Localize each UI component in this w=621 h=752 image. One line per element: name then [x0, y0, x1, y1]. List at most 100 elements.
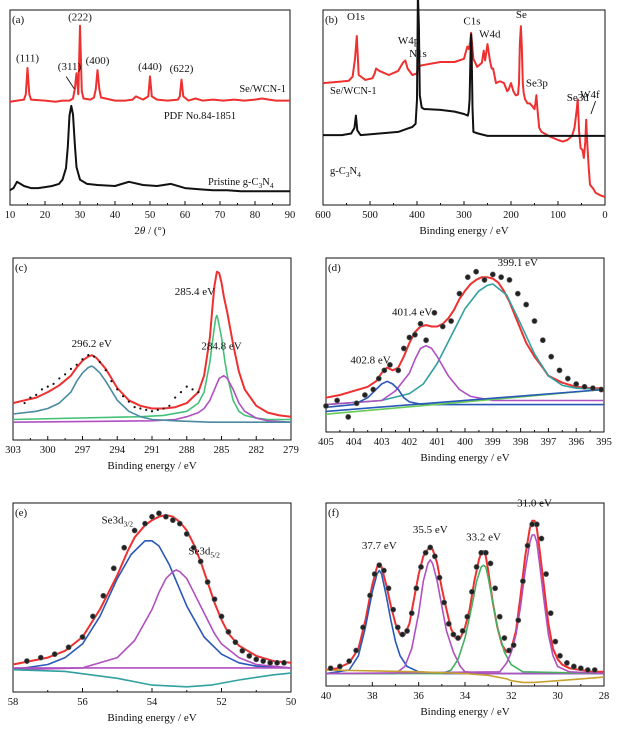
data-point [46, 385, 49, 388]
panel-label: (f) [328, 507, 339, 519]
panel-c: 303 300 297 294 291 288 285 282 279 (c) Binding en… [5, 257, 299, 472]
data-point [418, 564, 424, 570]
data-point [436, 574, 443, 581]
data-point [37, 654, 44, 661]
x-tick-label: 10 [5, 210, 16, 221]
series-line-c_2852 [12, 314, 291, 421]
data-point [239, 647, 246, 654]
data-point [412, 331, 418, 338]
data-point [573, 381, 580, 387]
data-point [423, 337, 429, 344]
data-point [506, 647, 512, 654]
x-tick-label: 80 [250, 210, 261, 221]
data-point [371, 571, 378, 577]
x-tick-label: 396 [568, 437, 584, 448]
x-tick-label: 401 [429, 437, 445, 448]
data-point [139, 407, 142, 410]
data-point [450, 631, 457, 638]
x-tick-label: 403 [374, 437, 390, 448]
data-point [417, 320, 424, 327]
peak-label: N1s [409, 48, 427, 60]
data-point [413, 585, 420, 592]
data-point [501, 635, 508, 641]
x-tick-label: 398 [513, 437, 529, 448]
x-tick-label: 285 [214, 445, 230, 456]
data-point [591, 667, 598, 673]
data-point [404, 628, 410, 634]
x-tick-label: 500 [362, 210, 378, 221]
data-point [323, 403, 329, 409]
data-point [133, 406, 136, 409]
data-point [387, 361, 393, 368]
series-line-f_377 [325, 569, 604, 675]
x-tick-label: 50 [286, 697, 297, 708]
peak-label: Se3d [567, 92, 590, 104]
data-point [336, 663, 343, 670]
data-point [121, 544, 128, 551]
panel-label: (e) [15, 507, 28, 519]
data-point [100, 592, 107, 599]
x-tick-label: 60 [180, 210, 191, 221]
data-point [395, 367, 402, 374]
peak-label: W4f [580, 89, 600, 101]
data-point [334, 397, 341, 404]
peak-label: 37.7 eV [362, 540, 397, 552]
data-point [406, 334, 413, 341]
series-label-sewcn: Se/WCN-1 [239, 84, 286, 95]
series-line-xps_gcn [323, 0, 605, 137]
peak-label: (111) [16, 53, 39, 65]
series-label-part: N [262, 177, 270, 188]
x-tick-label: 397 [541, 437, 557, 448]
data-point [543, 571, 549, 577]
data-point [441, 599, 448, 606]
data-point [353, 647, 360, 654]
data-point [58, 377, 61, 380]
data-point [345, 414, 352, 420]
data-point [90, 613, 96, 620]
plot-frame [322, 9, 606, 206]
x-tick-label: 32 [506, 691, 517, 702]
x-tick-label: 20 [40, 210, 51, 221]
plot-frame [9, 9, 291, 206]
data-point [145, 408, 148, 411]
data-point [127, 400, 130, 403]
x-tick-label: 40 [110, 210, 121, 221]
data-point [169, 517, 176, 524]
data-point [381, 367, 388, 374]
data-point [142, 520, 148, 527]
x-tick-label: 288 [179, 445, 195, 456]
arrow-311 [65, 76, 75, 90]
data-point [176, 520, 183, 527]
data-point [556, 367, 563, 374]
peak-label: Se3p [526, 77, 549, 89]
panel-label: (d) [328, 262, 341, 274]
data-point [79, 634, 86, 640]
peak-label: 33.2 eV [466, 531, 501, 543]
x-tick-label: 402 [402, 437, 418, 448]
x-tick-label: 291 [144, 445, 160, 456]
data-point [156, 510, 162, 517]
peak-label: Se3d3/2 [101, 515, 133, 529]
data-point [87, 354, 90, 357]
x-tick-label: 600 [315, 210, 331, 221]
series-line-xps_sewcn [322, 25, 606, 198]
x-tick-label: 303 [5, 445, 21, 456]
data-point [197, 391, 200, 394]
data-point [35, 393, 38, 396]
peak-label: (222) [68, 12, 92, 24]
series-label-part: 4 [270, 181, 274, 190]
data-point [448, 318, 454, 324]
data-point [459, 628, 466, 634]
data-point [431, 309, 438, 316]
x-tick-label: 0 [602, 210, 607, 221]
data-point [23, 658, 30, 664]
series-label-part: N [350, 166, 358, 177]
data-point [399, 631, 406, 638]
arrow-w4f [590, 100, 597, 115]
data-point [183, 531, 190, 537]
peak-label: 296.2 eV [72, 338, 112, 350]
x-tick-label: 399 [485, 437, 501, 448]
panel-f: 40 38 36 34 32 30 28 (f) Binding energy / eV 37.7… [321, 498, 610, 718]
peak-label: 285.4 eV [175, 286, 215, 298]
series-label-part: Pristine g-C [208, 177, 258, 188]
